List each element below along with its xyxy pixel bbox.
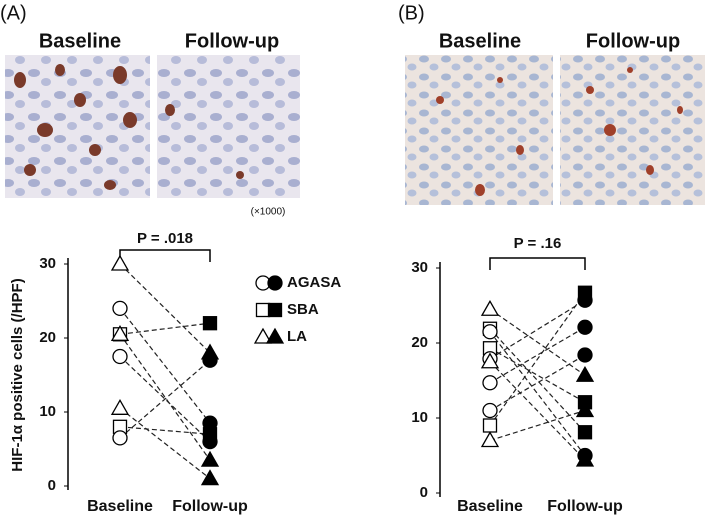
pair-line [489,292,586,426]
pair-line [489,326,586,384]
marker-circle [267,275,283,291]
image-label: Baseline [39,30,121,52]
image-label: Baseline [439,30,521,52]
pair-line [119,356,211,443]
marker-triangle [110,324,130,341]
legend-label: SBA [287,301,319,318]
x-tick-label: Baseline [457,498,523,515]
marker-circle [112,300,128,317]
pair-line [489,347,586,403]
marker-square [202,316,218,331]
marker-triangle [200,450,220,467]
panel-label: (B) [398,2,425,24]
x-tick-label: Baseline [87,498,153,515]
pair-line [119,308,211,424]
micrograph [157,55,300,198]
marker-circle [112,348,128,365]
pair-line [119,426,211,435]
marker-triangle [480,431,500,448]
marker-circle [577,347,593,363]
bracket [119,249,211,262]
pair-line [119,322,211,335]
marker-triangle [110,398,130,415]
pair-line [489,409,586,442]
y-tick-label: 10 [39,403,56,420]
bracket [489,257,586,270]
marker-square [482,418,498,433]
legend-label: AGASA [287,274,341,291]
marker-square [267,302,283,318]
image-label: Follow-up [586,30,680,52]
y-tick-label: 0 [420,484,428,501]
pair-line [119,359,211,439]
pair-line [489,308,586,376]
marker-circle [577,319,593,335]
marker-circle [482,324,498,340]
marker-triangle [200,469,220,486]
image-label: Follow-up [185,30,279,52]
marker-square [577,425,593,440]
marker-triangle [480,352,500,369]
marker-triangle [480,299,500,316]
y-tick-label: 20 [411,334,428,351]
y-tick-label: 30 [411,259,428,276]
marker-triangle [110,254,130,271]
p-value: P = .018 [137,230,193,247]
y-axis-label: HIF-1α positive cells (/HPF) [9,278,26,471]
pair-line [489,328,586,433]
marker-square [255,302,271,318]
pair-line [119,263,211,354]
marker-square [577,285,593,300]
magnification: (×1000) [251,207,286,218]
marker-triangle [575,450,595,467]
pair-line [489,361,586,461]
y-tick-label: 10 [411,409,428,426]
p-value: P = .16 [514,235,562,252]
x-tick-label: Follow-up [172,498,248,515]
micrographs [5,55,705,205]
pair-line [119,333,211,461]
micrograph [560,55,705,205]
marker-circle [202,352,218,368]
legend-label: LA [287,328,307,345]
y-tick-label: 20 [39,329,56,346]
x-tick-label: Follow-up [547,498,623,515]
micrograph [405,55,553,205]
marker-circle [482,402,498,419]
marker-circle [112,430,128,446]
pair-line [119,407,211,480]
panel-label: (A) [0,2,27,24]
y-tick-label: 0 [48,477,56,494]
pair-line [489,299,586,360]
y-tick-label: 30 [39,255,56,272]
marker-triangle [253,327,273,344]
marker-triangle [575,401,595,418]
marker-triangle [575,365,595,382]
pair-line [489,354,586,412]
marker-triangle [265,327,285,344]
marker-square [202,427,218,442]
pair-line [489,331,586,456]
marker-circle [482,375,498,391]
